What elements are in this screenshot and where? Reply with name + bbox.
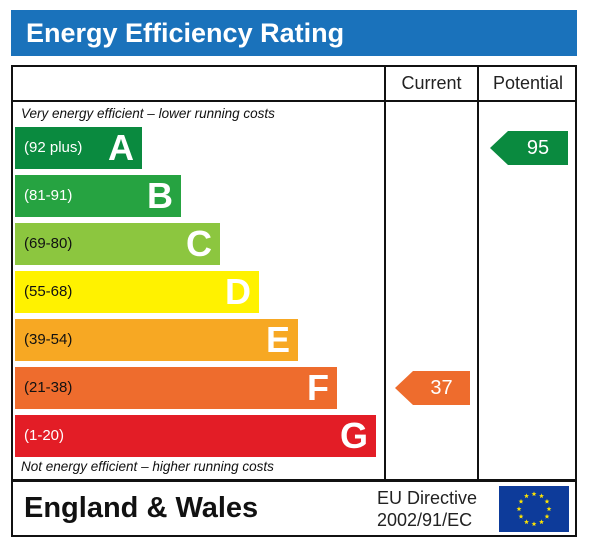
eu-directive-line2: 2002/91/EC	[377, 510, 473, 530]
potential-column-header: Potential	[492, 73, 564, 93]
chart-title: Energy Efficiency Rating	[11, 10, 577, 56]
band-b-letter: B	[147, 175, 173, 216]
eu-star-icon	[544, 513, 550, 519]
band-a: (92 plus) A	[15, 127, 142, 169]
band-g-range: (1-20)	[24, 427, 65, 444]
eu-directive-line1: EU Directive	[377, 488, 478, 508]
band-d: (55-68) D	[15, 271, 259, 313]
band-b-range: (81-91)	[24, 187, 73, 204]
band-g-letter: G	[339, 415, 368, 456]
potential-rating-value: 95	[526, 137, 550, 159]
eu-flag-icon	[499, 486, 569, 532]
eu-star-icon	[518, 513, 524, 519]
band-c-range: (69-80)	[24, 235, 73, 252]
band-d-range: (55-68)	[24, 283, 73, 300]
eu-star-icon	[518, 498, 524, 504]
band-f-letter: F	[307, 367, 329, 408]
band-g: (1-20) G	[15, 415, 376, 457]
band-e: (39-54) E	[15, 319, 298, 361]
band-f: (21-38) F	[15, 367, 337, 409]
current-column-divider	[384, 67, 386, 479]
band-a-range: (92 plus)	[24, 139, 83, 156]
country-label: England & Wales	[24, 492, 259, 524]
band-f-range: (21-38)	[24, 379, 73, 396]
efficient-note: Very energy efficient – lower running co…	[21, 106, 275, 121]
eu-star-icon	[524, 493, 529, 499]
potential-rating-arrow: 95	[490, 131, 568, 165]
eu-star-icon	[546, 506, 552, 512]
inefficient-note: Not energy efficient – higher running co…	[21, 459, 274, 474]
eu-star-icon	[539, 493, 544, 499]
band-c-letter: C	[186, 223, 212, 264]
rating-table: Current Potential Very energy efficient …	[11, 65, 577, 481]
band-e-letter: E	[265, 319, 290, 360]
potential-column-divider	[477, 67, 479, 479]
band-a-letter: A	[108, 127, 134, 168]
eu-star-icon	[531, 521, 537, 527]
band-e-range: (39-54)	[24, 331, 73, 348]
eu-star-icon	[516, 506, 522, 512]
current-column-header: Current	[401, 73, 462, 93]
current-rating-value: 37	[430, 377, 453, 399]
eu-star-icon	[544, 498, 550, 504]
band-b: (81-91) B	[15, 175, 181, 217]
current-rating-arrow: 37	[395, 371, 470, 405]
eu-star-icon	[531, 491, 537, 497]
eu-star-icon	[524, 519, 529, 525]
band-d-letter: D	[225, 271, 251, 312]
band-c: (69-80) C	[15, 223, 220, 265]
header-divider	[13, 100, 575, 102]
eu-star-icon	[539, 519, 544, 525]
eu-directive: EU Directive 2002/91/EC	[377, 487, 477, 531]
footer: England & Wales EU Directive 2002/91/EC	[11, 480, 577, 537]
